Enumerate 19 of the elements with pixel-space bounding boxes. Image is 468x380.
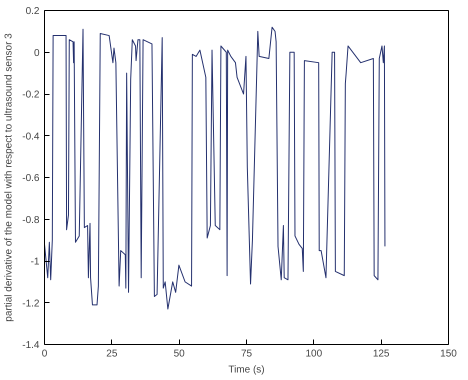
x-tick-label: 75	[240, 348, 252, 360]
y-tick-label: 0.2	[26, 6, 40, 17]
y-tick-label: -0.6	[22, 173, 40, 184]
x-tick-label: 25	[106, 348, 118, 360]
x-tick-label: 100	[305, 348, 323, 360]
y-tick-label: -1	[30, 256, 40, 268]
x-tick-label: 125	[372, 348, 390, 360]
x-tick-label: 150	[440, 348, 458, 360]
y-tick-label: -0.8	[22, 214, 40, 226]
x-axis-title: Time (s)	[228, 364, 265, 376]
y-tick-label: -0.4	[22, 131, 40, 142]
y-tick-label: -0.2	[22, 90, 40, 100]
y-tick-label: -1.4	[22, 340, 40, 351]
line-series	[44, 26, 386, 310]
y-axis-title: partial derivative of the model with respect to ultrasound sensor 3	[3, 32, 14, 322]
y-tick-label: -1.2	[22, 298, 40, 310]
x-tick-label: 50	[174, 348, 186, 360]
y-tick-label: 0	[34, 48, 40, 59]
x-tick-label: 0	[42, 348, 48, 360]
